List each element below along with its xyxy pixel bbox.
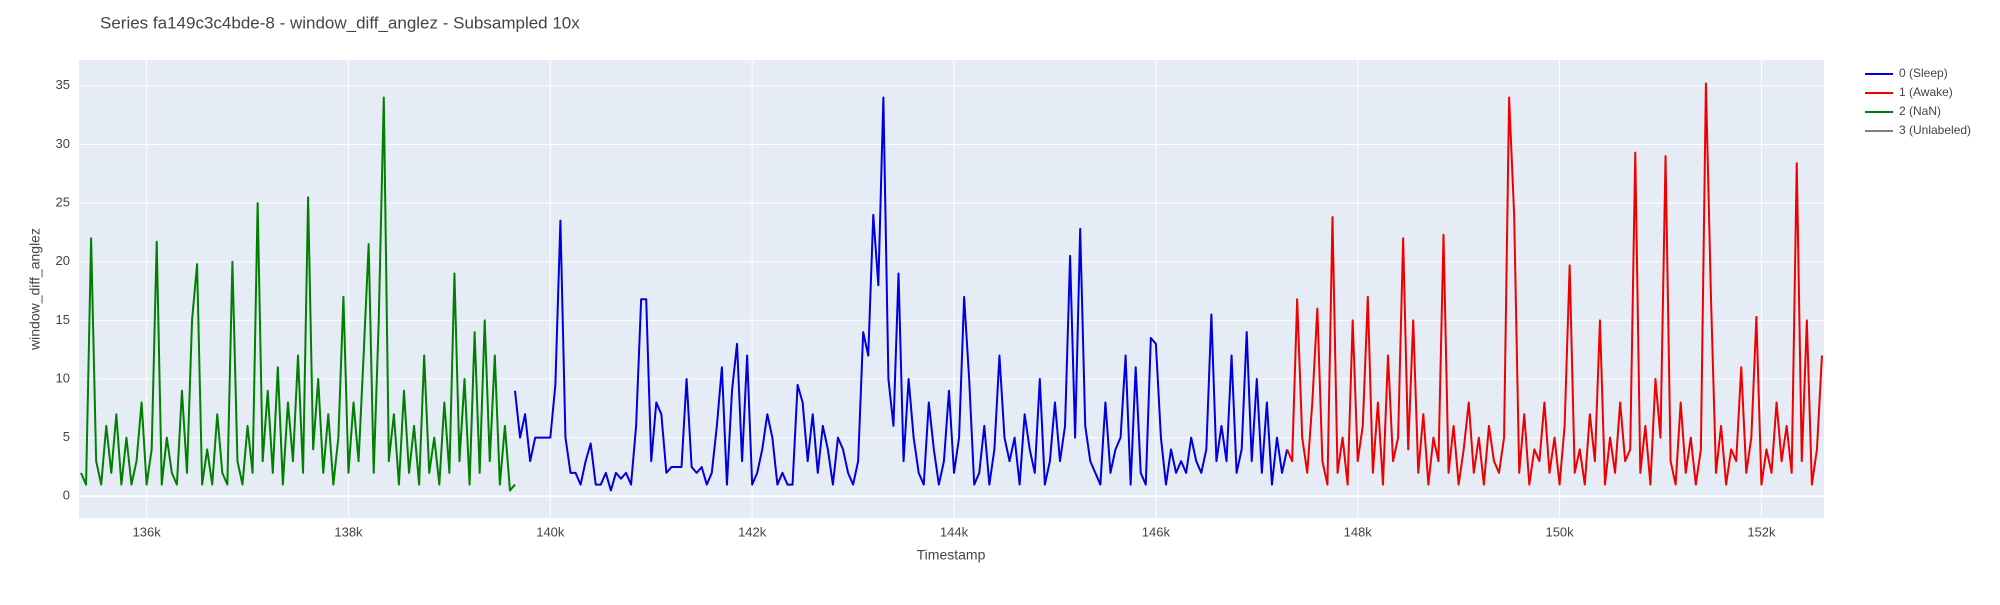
x-axis-title: Timestamp (917, 547, 986, 563)
legend-label: 0 (Sleep) (1899, 66, 1948, 80)
legend-label: 2 (NaN) (1899, 104, 1941, 118)
series-line (1286, 82, 1823, 486)
x-tick-label: 138k (334, 524, 363, 539)
x-tick-label: 136k (133, 524, 162, 539)
series-line (514, 96, 1289, 492)
y-tick-label: 30 (56, 136, 70, 151)
legend-label: 1 (Awake) (1899, 85, 1953, 99)
series-line (80, 96, 516, 492)
y-tick-label: 25 (56, 195, 70, 210)
y-tick-label: 5 (63, 429, 70, 444)
x-tick-label: 142k (738, 524, 767, 539)
legend-label: 3 (Unlabeled) (1899, 123, 1971, 137)
x-tick-label: 148k (1344, 524, 1373, 539)
y-tick-label: 0 (63, 488, 70, 503)
x-tick-label: 140k (536, 524, 565, 539)
y-tick-label: 35 (56, 77, 70, 92)
x-tick-label: 144k (940, 524, 969, 539)
plot-lines (80, 82, 1823, 492)
x-tick-label: 152k (1747, 524, 1776, 539)
y-tick-label: 10 (56, 370, 70, 385)
y-axis-title: window_diff_anglez (27, 228, 43, 351)
x-tick-label: 150k (1545, 524, 1574, 539)
y-tick-label: 20 (56, 253, 70, 268)
x-tick-label: 146k (1142, 524, 1171, 539)
chart-title: Series fa149c3c4bde-8 - window_diff_angl… (100, 13, 580, 32)
y-tick-label: 15 (56, 312, 70, 327)
